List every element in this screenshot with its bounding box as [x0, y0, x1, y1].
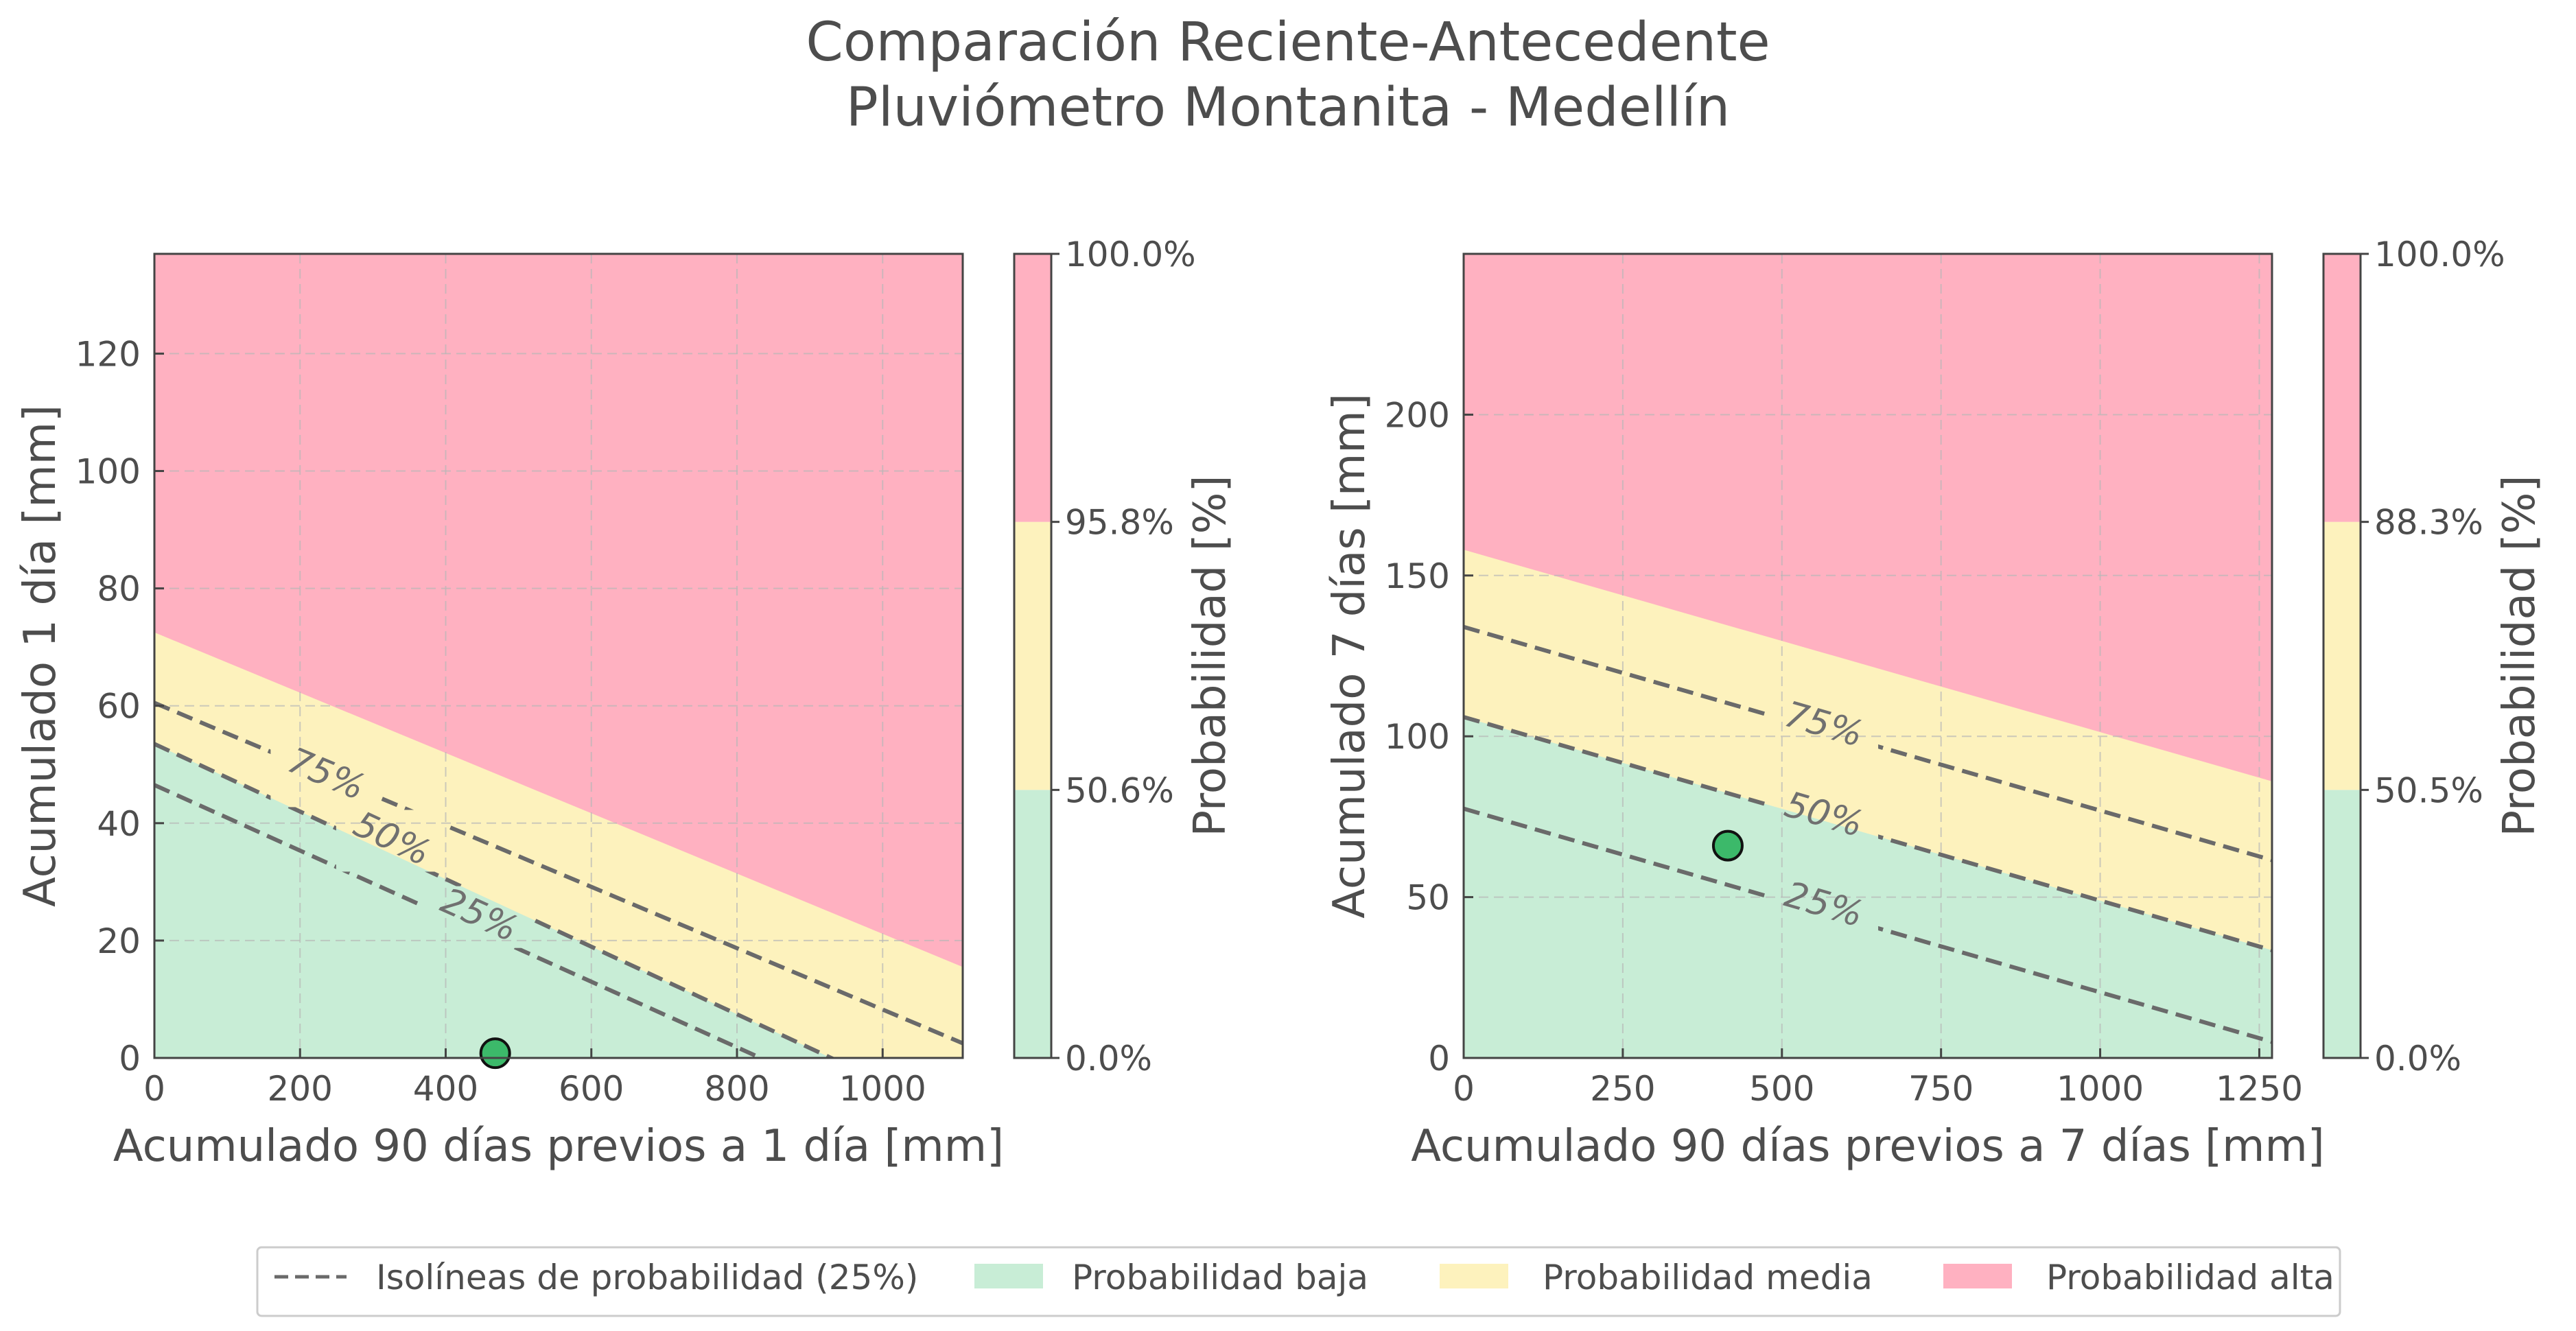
colorbar-mid [1014, 521, 1051, 790]
colorbar-tick-label: 50.6% [1065, 770, 1174, 810]
x-tick-label: 1000 [839, 1069, 926, 1109]
y-tick-label: 150 [1385, 556, 1450, 596]
colorbar-frame [1013, 252, 1053, 1059]
legend: Isolíneas de probabilidad (25%) Probabil… [256, 1246, 2341, 1317]
legend-isoline-label: Isolíneas de probabilidad (25%) [376, 1258, 918, 1297]
y-tick-label: 0 [1428, 1039, 1450, 1079]
y-tick-label: 50 [1406, 878, 1450, 918]
isoline-75pct [154, 700, 963, 1046]
legend-mid-swatch [1440, 1264, 1508, 1288]
x-axis-label: Acumulado 90 días previos a 1 día [mm] [113, 1121, 1004, 1172]
y-tick-label: 0 [119, 1039, 141, 1079]
colorbar-low [1014, 790, 1051, 1058]
colorbar-mid [2323, 521, 2361, 790]
legend-frame [256, 1246, 2341, 1317]
y-tick-label: 60 [97, 687, 141, 727]
y-tick-label: 100 [1385, 717, 1450, 757]
x-tick-label: 200 [268, 1069, 333, 1109]
colorbar-label: Probabilidad [%] [2494, 475, 2545, 837]
legend-low-label: Probabilidad baja [1072, 1258, 1368, 1297]
current-point [1711, 829, 1744, 862]
y-tick-label: 200 [1385, 395, 1450, 435]
colorbar-tick-label: 88.3% [2374, 503, 2483, 543]
x-tick-label: 750 [1908, 1069, 1974, 1109]
colorbar-frame [2322, 252, 2362, 1059]
legend-low-swatch [974, 1264, 1043, 1288]
colorbar-high [1014, 254, 1051, 522]
x-tick-label: 500 [1749, 1069, 1814, 1109]
plot-area: 25%50%75% [154, 254, 963, 1058]
x-tick-label: 400 [413, 1069, 478, 1109]
x-tick-label: 0 [1453, 1069, 1475, 1109]
figure-title-line2: Pluviómetro Montanita - Medellín [846, 77, 1730, 139]
colorbar-tick-label: 95.8% [1065, 503, 1174, 543]
colorbar-tick-label: 0.0% [1065, 1039, 1152, 1079]
y-tick-label: 20 [97, 921, 141, 961]
colorbar-low [2323, 790, 2361, 1058]
y-tick-label: 120 [75, 334, 141, 374]
x-axis-label: Acumulado 90 días previos a 7 días [mm] [1411, 1121, 2325, 1172]
chart-panel-right: 25%50%75%0 250 500 750 1000 1250050100150200A… [1324, 235, 2545, 1172]
colorbar-tick-label: 100.0% [1065, 235, 1196, 274]
current-point [479, 1037, 511, 1070]
x-tick-label: 800 [704, 1069, 769, 1109]
isoline-50pct [154, 742, 836, 1058]
colorbar-tick-label: 0.0% [2374, 1039, 2461, 1079]
isoline-50pct [1464, 715, 2272, 952]
chart-panel-left: 25%50%75% 0 200 400 600 800 1000 0 20 40 60 80 100 12… [15, 235, 1236, 1172]
region-low [1464, 717, 2272, 1058]
isoline-75pct [1464, 624, 2272, 862]
x-tick-label: 600 [559, 1069, 624, 1109]
isoline-25pct [1464, 806, 2272, 1044]
y-tick-label: 100 [75, 452, 141, 492]
colorbar-tick-label: 100.0% [2374, 235, 2505, 274]
plot-area: 25%50%75% [1464, 254, 2272, 1058]
plot-frame [1462, 252, 2273, 1059]
y-axis-label: Acumulado 7 días [mm] [1324, 393, 1375, 918]
legend-high-swatch [1943, 1264, 2012, 1288]
figure-title-line1: Comparación Reciente-Antecedente [806, 12, 1770, 73]
plot-frame [153, 252, 964, 1059]
legend-mid-label: Probabilidad media [1543, 1258, 1873, 1297]
y-tick-label: 80 [97, 569, 141, 609]
x-tick-label: 250 [1590, 1069, 1655, 1109]
colorbar-label: Probabilidad [%] [1185, 475, 1236, 837]
legend-high-label: Probabilidad alta [2046, 1258, 2334, 1297]
colorbar-high [2323, 254, 2361, 522]
isoline-group [1464, 624, 2272, 1044]
y-tick-label: 40 [97, 804, 141, 844]
x-tick-label: 1250 [2216, 1069, 2303, 1109]
y-axis-label: Acumulado 1 día [mm] [15, 405, 66, 907]
colorbar-tick-label: 50.5% [2374, 770, 2483, 810]
x-tick-label: 0 [143, 1069, 165, 1109]
isoline-group [154, 700, 963, 1058]
x-tick-label: 1000 [2057, 1069, 2144, 1109]
